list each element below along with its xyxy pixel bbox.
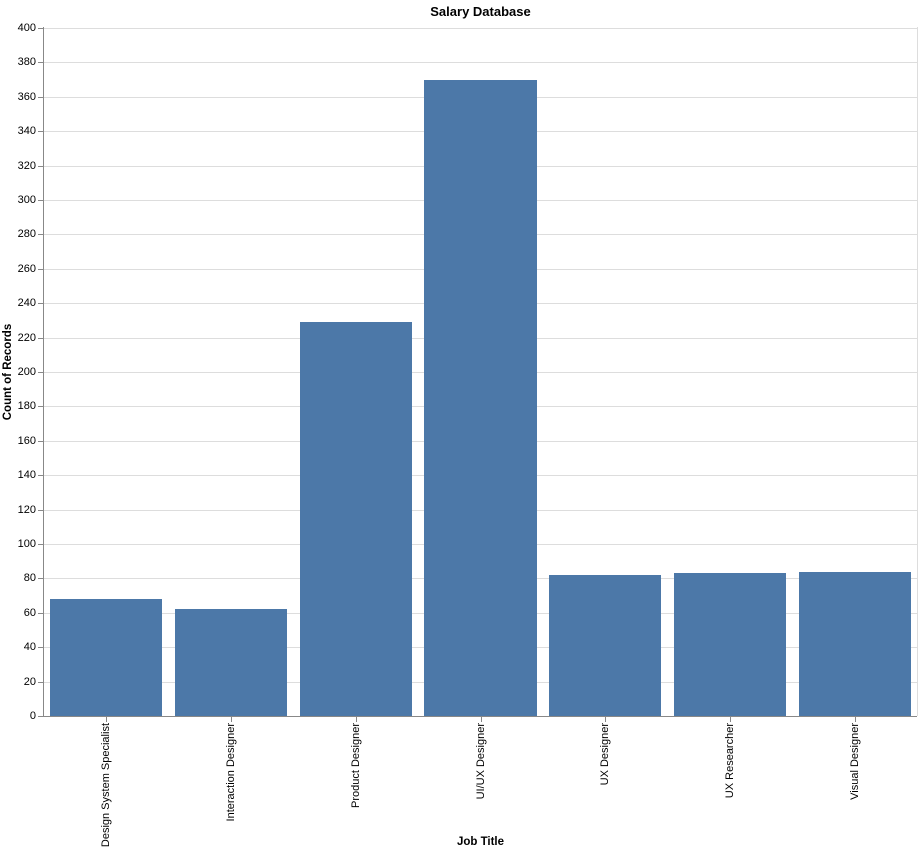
bar-ux-researcher[interactable] bbox=[673, 573, 786, 716]
y-tick-mark bbox=[38, 647, 44, 648]
y-tick-mark bbox=[38, 97, 44, 98]
x-axis-line bbox=[43, 716, 917, 717]
bar-ux-designer[interactable] bbox=[549, 575, 662, 716]
x-tick-label: UX Designer bbox=[599, 723, 612, 786]
x-tick-mark bbox=[355, 717, 357, 722]
bar-visual-designer[interactable] bbox=[798, 571, 911, 716]
x-tick-label: Product Designer bbox=[349, 723, 362, 808]
bar-design-system-specialist[interactable] bbox=[50, 599, 163, 716]
y-tick-label: 400 bbox=[17, 22, 36, 34]
x-tick-mark bbox=[106, 717, 108, 722]
y-tick-label: 220 bbox=[17, 332, 36, 344]
y-tick-label: 40 bbox=[23, 641, 36, 653]
gridline bbox=[44, 28, 917, 29]
y-tick-label: 340 bbox=[17, 125, 36, 137]
x-tick-label: Visual Designer bbox=[848, 723, 861, 800]
x-tick-mark bbox=[231, 717, 233, 722]
x-axis-title: Job Title bbox=[456, 836, 505, 848]
y-tick-label: 240 bbox=[17, 297, 36, 309]
chart-title: Salary Database bbox=[430, 4, 531, 19]
y-tick-mark bbox=[38, 62, 44, 63]
x-tick-mark bbox=[729, 717, 731, 722]
y-tick-mark bbox=[38, 682, 44, 683]
y-tick-label: 80 bbox=[23, 572, 36, 584]
y-tick-label: 20 bbox=[23, 676, 36, 688]
y-tick-mark bbox=[38, 578, 44, 579]
y-axis-line bbox=[43, 27, 44, 716]
x-tick-label: UI/UX Designer bbox=[474, 723, 487, 800]
y-tick-mark bbox=[38, 475, 44, 476]
y-tick-mark bbox=[38, 613, 44, 614]
y-axis-title: Count of Records bbox=[2, 323, 14, 421]
y-tick-mark bbox=[38, 269, 44, 270]
bar-interaction-designer[interactable] bbox=[175, 609, 288, 716]
y-tick-mark bbox=[38, 716, 44, 717]
x-tick-mark bbox=[605, 717, 607, 722]
x-tick-label: UX Researcher bbox=[723, 723, 736, 799]
y-tick-label: 280 bbox=[17, 228, 36, 240]
y-tick-mark bbox=[38, 28, 44, 29]
x-tick-label: Interaction Designer bbox=[225, 723, 238, 822]
y-tick-mark bbox=[38, 544, 44, 545]
y-tick-mark bbox=[38, 131, 44, 132]
y-tick-label: 360 bbox=[17, 91, 36, 103]
y-tick-label: 160 bbox=[17, 435, 36, 447]
x-tick-mark bbox=[854, 717, 856, 722]
x-tick-label: Design System Specialist bbox=[100, 723, 113, 848]
y-tick-mark bbox=[38, 200, 44, 201]
y-tick-mark bbox=[38, 510, 44, 511]
x-tick-mark bbox=[480, 717, 482, 722]
y-tick-mark bbox=[38, 166, 44, 167]
y-tick-label: 180 bbox=[17, 400, 36, 412]
y-tick-mark bbox=[38, 441, 44, 442]
y-tick-label: 260 bbox=[17, 263, 36, 275]
y-tick-label: 100 bbox=[17, 538, 36, 550]
y-tick-label: 300 bbox=[17, 194, 36, 206]
y-tick-mark bbox=[38, 406, 44, 407]
y-tick-label: 380 bbox=[17, 56, 36, 68]
y-tick-label: 0 bbox=[29, 710, 36, 722]
plot-right-border bbox=[917, 27, 918, 716]
y-tick-mark bbox=[38, 303, 44, 304]
y-tick-label: 200 bbox=[17, 366, 36, 378]
y-tick-mark bbox=[38, 338, 44, 339]
y-tick-mark bbox=[38, 234, 44, 235]
y-tick-mark bbox=[38, 372, 44, 373]
y-tick-label: 60 bbox=[23, 607, 36, 619]
y-tick-label: 320 bbox=[17, 160, 36, 172]
bar-product-designer[interactable] bbox=[299, 322, 412, 716]
gridline bbox=[44, 62, 917, 63]
y-tick-label: 120 bbox=[17, 504, 36, 516]
y-tick-label: 140 bbox=[17, 469, 36, 481]
bar-ui-ux-designer[interactable] bbox=[424, 79, 537, 716]
